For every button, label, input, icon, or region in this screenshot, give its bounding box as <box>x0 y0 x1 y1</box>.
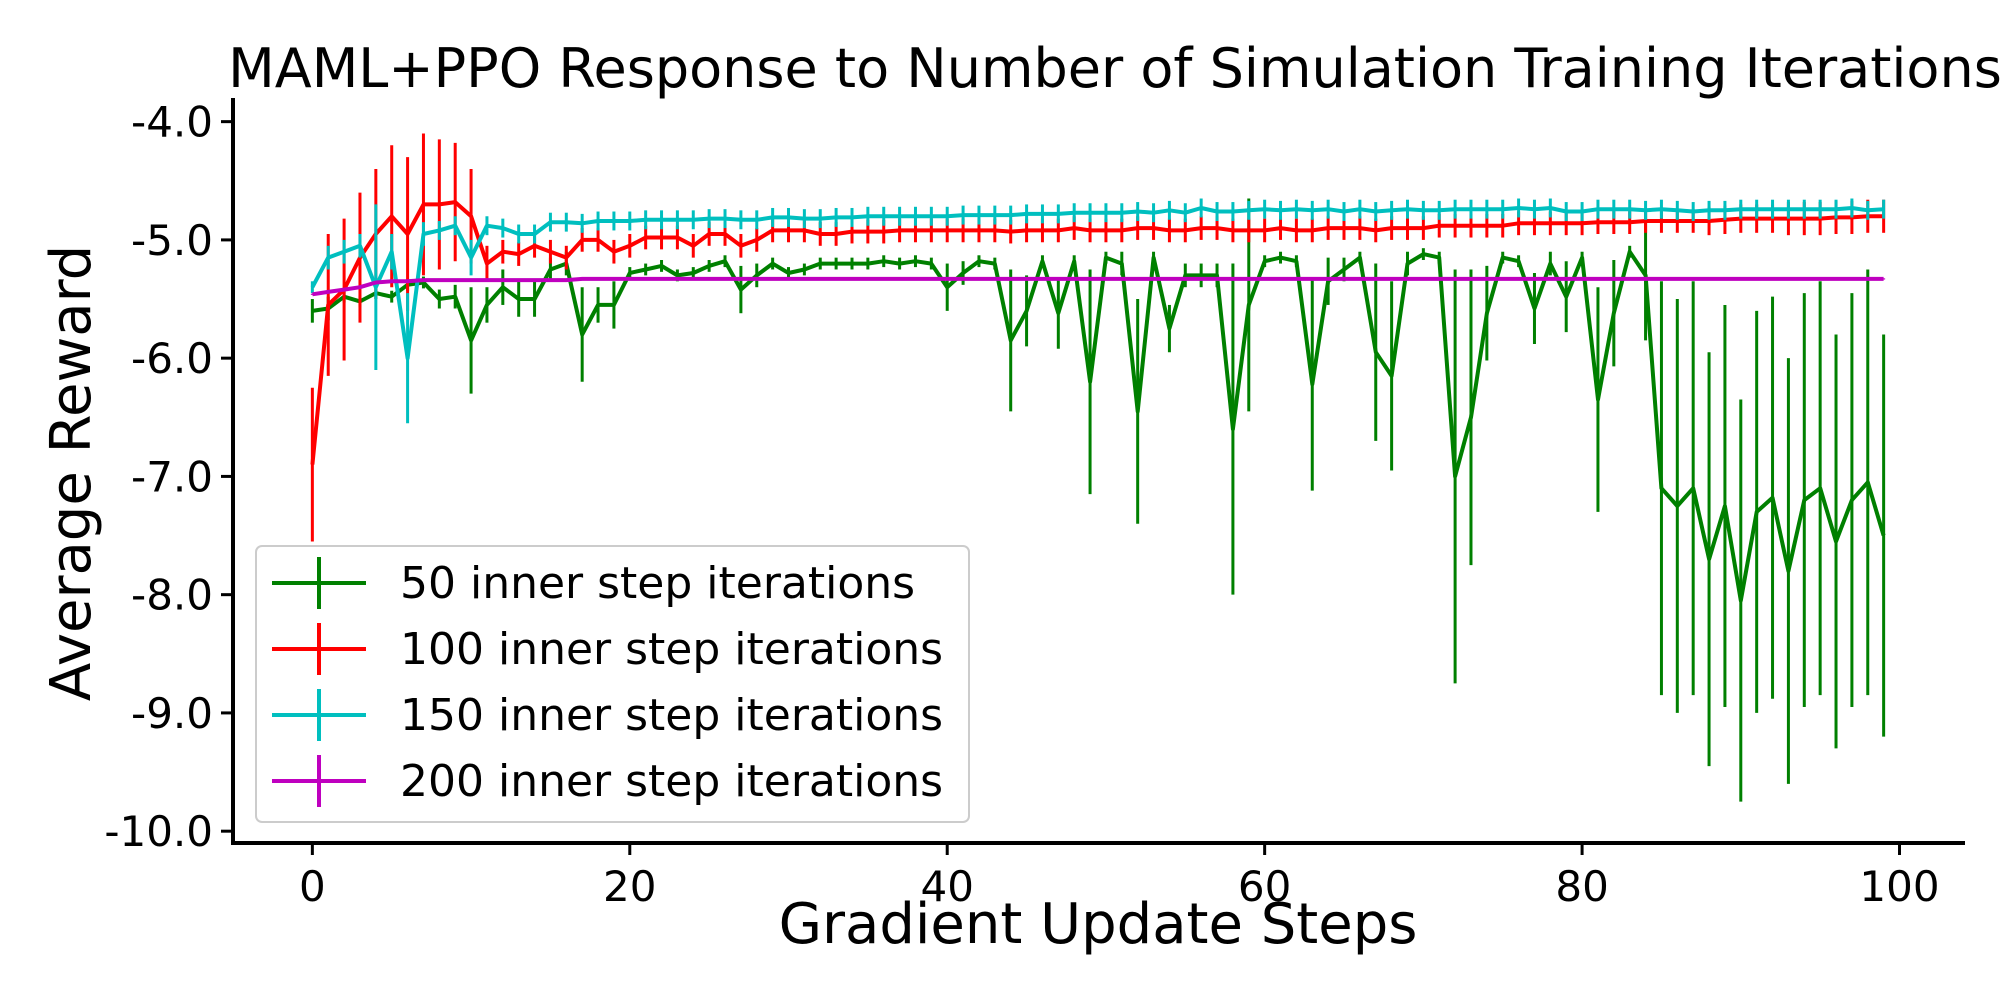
y-tick-label: -9.0 <box>131 689 213 738</box>
legend-item: 150 inner step iterations <box>272 689 943 741</box>
y-axis-label: Average Reward <box>39 245 104 701</box>
axes-layer <box>231 98 1965 845</box>
legend-item: 100 inner step iterations <box>272 623 943 675</box>
legend-label: 100 inner step iterations <box>400 624 943 675</box>
series-line <box>310 200 1884 465</box>
x-tick-label: 100 <box>1859 862 1939 911</box>
x-tick-label: 0 <box>299 862 326 911</box>
series-3 <box>310 198 1886 424</box>
x-axis-label: Gradient Update Steps <box>779 892 1418 957</box>
series-line <box>312 276 1884 297</box>
legend: 50 inner step iterations 100 inner step i… <box>255 545 970 823</box>
x-tick-label: 80 <box>1555 862 1608 911</box>
series-line <box>312 249 1886 603</box>
series-1 <box>310 198 1886 802</box>
legend-label: 50 inner step iterations <box>400 558 915 609</box>
legend-label: 150 inner step iterations <box>400 690 943 741</box>
series-line <box>310 206 1884 361</box>
legend-item: 200 inner step iterations <box>272 755 943 807</box>
series-2 <box>310 133 1886 542</box>
legend-item: 50 inner step iterations <box>272 557 915 609</box>
y-tick-label: -5.0 <box>131 216 213 265</box>
y-tick-label: -10.0 <box>104 807 213 856</box>
series-4 <box>310 276 1886 297</box>
y-tick-label: -7.0 <box>131 452 213 501</box>
legend-frame <box>255 545 970 823</box>
legend-label: 200 inner step iterations <box>400 756 943 807</box>
x-tick-label: 20 <box>603 862 656 911</box>
series-layer <box>310 133 1886 802</box>
y-tick-label: -6.0 <box>131 334 213 383</box>
chart-title: MAML+PPO Response to Number of Simulatio… <box>228 37 2000 100</box>
x-tick-label: 40 <box>920 862 973 911</box>
y-tick-label: -8.0 <box>131 571 213 620</box>
ticks-layer: 0 20 40 60 80 100 -4.0 -5.0 -6.0 -7.0 -8.0 -9.0 -10.… <box>104 98 1939 911</box>
x-tick-label: 60 <box>1238 862 1291 911</box>
y-tick-label: -4.0 <box>131 98 213 147</box>
